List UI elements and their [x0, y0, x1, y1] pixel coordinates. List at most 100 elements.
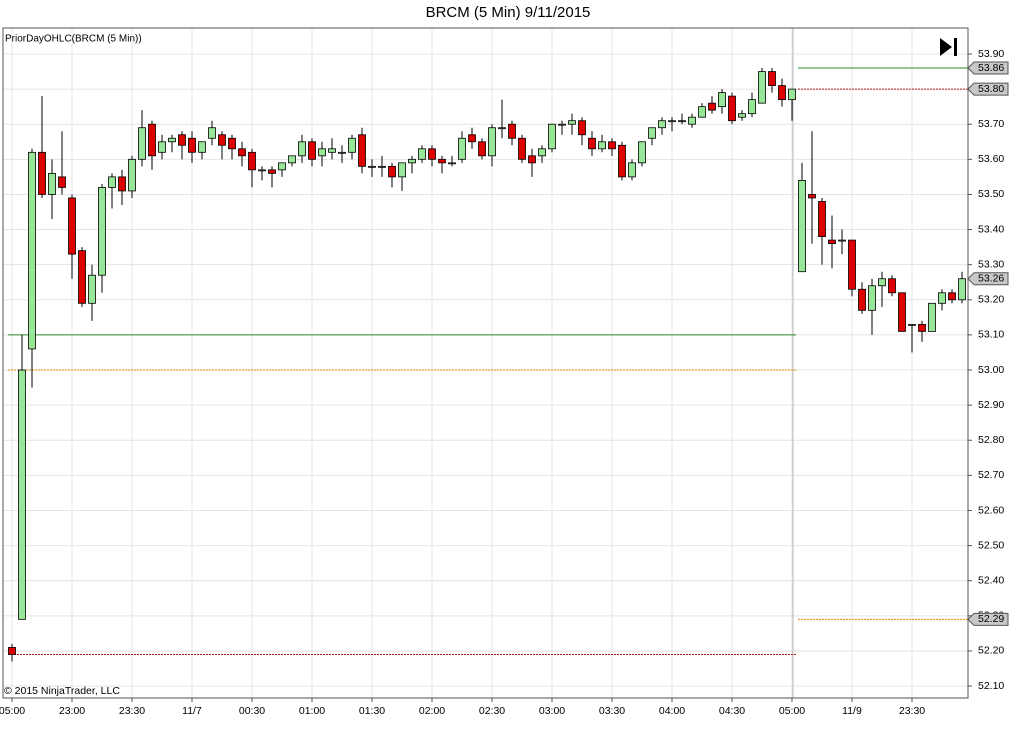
y-tick-label: 52.40	[978, 574, 1004, 586]
candle-body	[198, 141, 206, 153]
x-tick-label: 04:00	[659, 705, 685, 717]
candle-body	[868, 285, 876, 311]
candle-body	[768, 71, 776, 86]
x-tick-label: 11/7	[182, 705, 202, 717]
candle-body	[678, 120, 686, 123]
candle-body	[928, 302, 936, 332]
y-tick-label: 52.10	[978, 680, 1004, 692]
candle-body	[68, 197, 76, 255]
candle-body	[528, 155, 536, 164]
candle-body	[728, 95, 736, 122]
price-marker-label: 52.29	[978, 613, 1004, 625]
x-tick-label: 05:00	[779, 705, 805, 717]
candle-body	[328, 148, 336, 153]
candle-body	[608, 141, 616, 150]
candle-body	[478, 141, 486, 157]
candle-body	[778, 85, 786, 101]
candle-body	[488, 127, 496, 157]
y-tick-label: 53.20	[978, 294, 1004, 306]
candle-body	[88, 274, 96, 304]
candle-body	[698, 106, 706, 118]
candle-body	[418, 148, 426, 160]
candle-body	[298, 141, 306, 157]
x-tick-label: 03:00	[539, 705, 565, 717]
candle-body	[648, 127, 656, 139]
candle-body	[588, 137, 596, 150]
candle-body	[388, 165, 396, 178]
candle-body	[168, 137, 176, 143]
x-tick-label: 03:30	[599, 705, 625, 717]
x-tick-label: 11/9	[842, 705, 862, 717]
candle-body	[178, 134, 186, 146]
y-tick-label: 52.90	[978, 399, 1004, 411]
candle-body	[898, 292, 906, 332]
y-tick-label: 53.50	[978, 188, 1004, 200]
y-tick-label: 52.50	[978, 539, 1004, 551]
candle-body	[188, 137, 196, 153]
candle-body	[338, 151, 346, 154]
candle-body	[108, 176, 116, 188]
candle-body	[278, 162, 286, 171]
y-tick-label: 53.10	[978, 329, 1004, 341]
y-tick-label: 52.80	[978, 434, 1004, 446]
y-tick-label: 53.00	[978, 364, 1004, 376]
candle-body	[948, 292, 956, 301]
candle-body	[668, 120, 676, 123]
x-tick-label: 00:30	[239, 705, 265, 717]
candle-body	[878, 278, 886, 287]
indicator-label: PriorDayOHLC(BRCM (5 Min))	[5, 34, 142, 45]
candle-body	[568, 120, 576, 125]
plot-layer	[3, 28, 968, 698]
price-marker-label: 53.86	[978, 62, 1004, 74]
price-marker	[967, 61, 1009, 75]
candle-body	[258, 169, 266, 172]
candle-body	[508, 123, 516, 139]
candle-body	[618, 144, 626, 178]
y-tick-label: 53.90	[978, 48, 1004, 60]
candle-body	[518, 137, 526, 160]
x-tick-label: 02:30	[479, 705, 505, 717]
candle-body	[748, 99, 756, 115]
x-tick-label: 04:30	[719, 705, 745, 717]
candle-body	[248, 151, 256, 171]
candle-body	[708, 102, 716, 111]
x-tick-label: 01:00	[299, 705, 325, 717]
x-tick-label: 23:30	[899, 705, 925, 717]
price-marker	[967, 82, 1009, 96]
candle-body	[548, 123, 556, 150]
price-marker	[967, 612, 1009, 626]
candle-body	[348, 137, 356, 153]
candle-body	[938, 292, 946, 304]
candle-body	[48, 172, 56, 195]
price-marker-label: 53.26	[978, 273, 1004, 285]
candle-body	[228, 137, 236, 150]
chart-title: BRCM (5 Min) 9/11/2015	[426, 4, 591, 21]
y-tick-label: 53.30	[978, 258, 1004, 270]
go-to-end-button[interactable]	[934, 34, 964, 60]
candle-body	[918, 323, 926, 332]
candle-body	[218, 134, 226, 146]
candle-body	[838, 239, 846, 242]
candle-body	[598, 141, 606, 150]
candle-body	[858, 288, 866, 311]
candle-body	[638, 141, 646, 164]
candle-body	[208, 127, 216, 139]
candle-body	[628, 162, 636, 178]
x-tick-label: 23:00	[59, 705, 85, 717]
candle-body	[358, 134, 366, 167]
plot-frame	[2, 27, 969, 699]
candle-body	[28, 151, 36, 350]
candle-body	[398, 162, 406, 178]
candle-body	[318, 148, 326, 157]
y-tick-label: 53.70	[978, 118, 1004, 130]
candle-body	[78, 250, 86, 304]
x-tick-label: 23:30	[119, 705, 145, 717]
candle-body	[118, 176, 126, 192]
x-tick-label: 01:30	[359, 705, 385, 717]
candle-body	[98, 187, 106, 276]
candle-body	[38, 151, 46, 195]
candle-body	[538, 148, 546, 157]
candle-body	[808, 194, 816, 199]
